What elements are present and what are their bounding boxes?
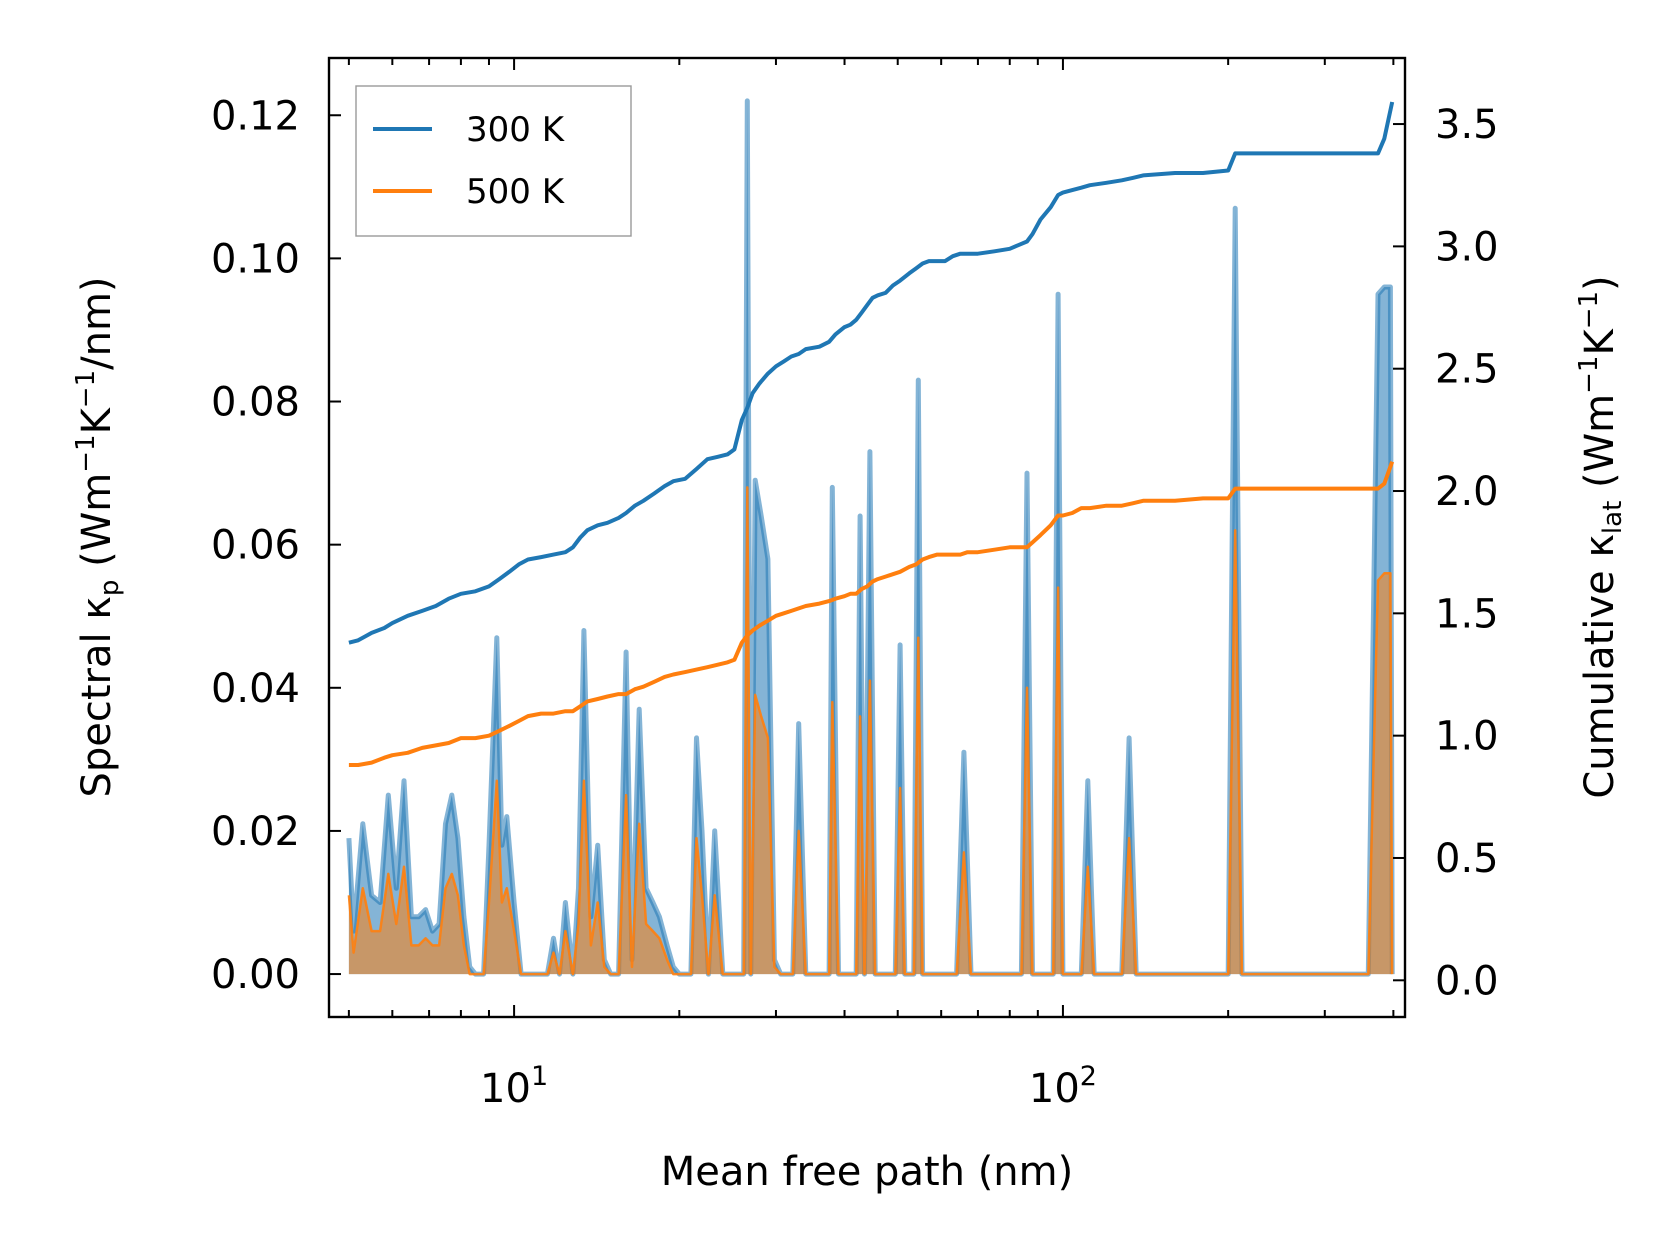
y-right-tick-label: 2.5	[1435, 347, 1499, 393]
y-axis-left-title: Spectral κp (Wm−1K−1/nm)	[71, 276, 125, 797]
spectral-layer	[346, 98, 1395, 977]
y-axis-right: 0.0 0.5 1.0 1.5 2.0 2.5 3.0 3.5	[1393, 102, 1499, 1004]
legend-label-500k: 500 K	[466, 172, 566, 212]
y-right-tick-label: 1.0	[1435, 714, 1499, 760]
legend-box	[355, 85, 632, 237]
y-right-tick-label: 3.0	[1435, 224, 1499, 270]
x-tick-label: 101	[480, 1061, 548, 1112]
x-tick-label: 102	[1029, 1061, 1097, 1112]
y-left-tick-label: 0.08	[211, 380, 300, 426]
y-right-tick-label: 1.5	[1435, 591, 1499, 637]
y-right-tick-label: 0.0	[1435, 958, 1499, 1004]
y-right-tick-label: 3.5	[1435, 102, 1499, 148]
plot-area	[346, 98, 1395, 977]
axes-frame	[327, 56, 1407, 1019]
y-left-tick-label: 0.10	[211, 236, 300, 282]
y-left-tick-label: 0.00	[211, 952, 300, 998]
legend-label-300k: 300 K	[466, 110, 566, 150]
y-left-tick-label: 0.02	[211, 809, 300, 855]
y-left-tick-label: 0.04	[211, 666, 300, 712]
cumulative-line-300k	[348, 101, 1395, 645]
x-axis-title: Mean free path (nm)	[661, 1149, 1073, 1195]
cumulative-layer	[348, 101, 1395, 767]
y-axis-right-title: Cumulative κlat (Wm−1K−1)	[1574, 275, 1628, 798]
y-left-tick-label: 0.06	[211, 523, 300, 569]
y-right-tick-label: 0.5	[1435, 836, 1499, 882]
y-axis-left: 0.00 0.02 0.04 0.06 0.08 0.10 0.12	[211, 93, 341, 998]
legend: 300 K 500 K	[355, 85, 632, 237]
spectral-line-500k	[347, 486, 1394, 976]
x-axis: 101 102	[347, 58, 1395, 1112]
y-right-tick-label: 2.0	[1435, 469, 1499, 515]
cumulative-line-500k	[348, 461, 1395, 767]
y-left-tick-label: 0.12	[211, 93, 300, 139]
